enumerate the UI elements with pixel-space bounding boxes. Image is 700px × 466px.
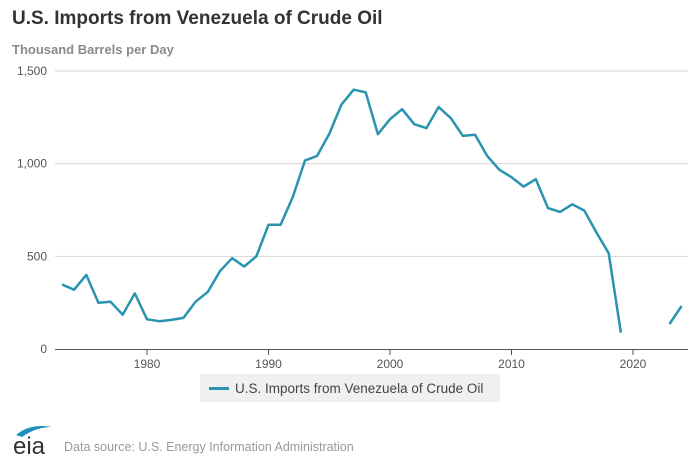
x-tick-label: 2010 xyxy=(498,357,525,371)
svg-text:eia: eia xyxy=(13,433,46,457)
chart-title: U.S. Imports from Venezuela of Crude Oil xyxy=(12,8,383,29)
y-tick-label: 500 xyxy=(27,249,47,263)
x-tick-label: 2020 xyxy=(620,357,647,371)
y-tick-label: 1,000 xyxy=(17,157,47,171)
x-tick-label: 1980 xyxy=(134,357,161,371)
chart-subtitle: Thousand Barrels per Day xyxy=(12,42,174,57)
legend-swatch xyxy=(209,386,229,390)
y-tick-label: 0 xyxy=(40,342,47,356)
legend[interactable]: U.S. Imports from Venezuela of Crude Oil xyxy=(200,374,500,402)
eia-logo: eia xyxy=(13,426,52,457)
x-tick-label: 2000 xyxy=(377,357,404,371)
data-source: Data source: U.S. Energy Information Adm… xyxy=(64,440,354,454)
legend-label: U.S. Imports from Venezuela of Crude Oil xyxy=(235,380,484,396)
series-line xyxy=(61,88,683,333)
x-tick-label: 1990 xyxy=(255,357,282,371)
y-tick-label: 1,500 xyxy=(17,64,47,78)
